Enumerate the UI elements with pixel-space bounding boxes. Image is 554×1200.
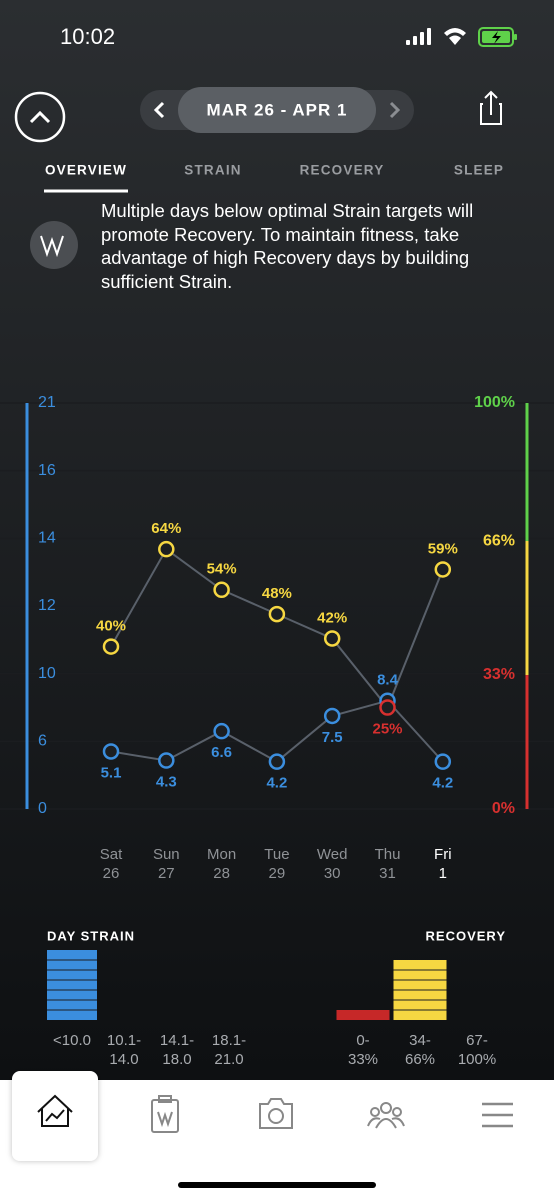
bin-label: 18.0 [162, 1051, 191, 1068]
distribution: DAY STRAIN RECOVERY <10.0 10.1- 14.0 14.1- 18.… [47, 928, 506, 1068]
x-tick-label: Fri [434, 846, 452, 863]
data-point [434, 753, 452, 770]
nav-menu[interactable] [482, 1102, 513, 1128]
bin-label: 21.0 [214, 1051, 243, 1068]
bin-label: 100% [458, 1051, 496, 1068]
tab[interactable]: SLEEP [454, 163, 504, 178]
data-point [379, 699, 396, 716]
data-label: 40% [96, 618, 126, 635]
x-tick-date: 27 [158, 865, 175, 882]
data-label: 4.2 [432, 775, 453, 792]
count-bar [336, 1010, 390, 1020]
y2-tick-label: 66% [483, 532, 515, 549]
data-label: 8.4 [377, 672, 399, 689]
data-point [268, 605, 286, 623]
data-label: 54% [207, 561, 237, 578]
prev-week[interactable] [153, 101, 165, 119]
bin-label: 0- [356, 1032, 369, 1049]
data-label: 48% [262, 585, 292, 602]
y-tick-label: 12 [38, 597, 56, 614]
bin-label: 18.1- [212, 1032, 246, 1049]
data-label: 42% [317, 609, 347, 626]
nav-camera[interactable] [259, 1098, 293, 1129]
count-bar [47, 950, 97, 1020]
data-point [213, 581, 230, 599]
x-tick-label: Tue [264, 846, 289, 863]
x-tick-date: 30 [324, 865, 341, 882]
nav-home[interactable] [37, 1094, 73, 1127]
chart: 0 6 10 12 14 16 21 0% 33% 66% 100% Sat 26 Sun 27 Mon 28 T… [0, 394, 554, 882]
y-tick-label: 14 [38, 530, 56, 547]
tab-bar: OVERVIEW STRAIN RECOVERY SLEEP [45, 163, 504, 178]
insight-icon [30, 221, 78, 269]
bin-label: 10.1- [107, 1032, 141, 1049]
tab[interactable]: OVERVIEW [45, 163, 127, 178]
y2-tick-label: 33% [483, 666, 515, 683]
y2-tick-label: 0% [492, 800, 515, 817]
background [0, 0, 554, 1080]
data-point [434, 561, 452, 578]
bin-label: 34- [409, 1032, 431, 1049]
x-tick-label: Mon [207, 846, 236, 863]
legend-title: RECOVERY [426, 928, 506, 943]
x-tick-label: Thu [375, 846, 401, 863]
bin-label: <10.0 [53, 1032, 91, 1049]
y-tick-label: 6 [38, 733, 47, 750]
data-point [268, 753, 286, 770]
x-tick-label: Sat [100, 846, 123, 863]
nav-journal[interactable] [151, 1095, 179, 1133]
x-tick-date: 28 [213, 865, 230, 882]
y2-tick-label: 100% [474, 394, 515, 411]
y-tick-label: 21 [38, 394, 56, 411]
data-point [213, 722, 230, 740]
data-label: 64% [151, 520, 181, 537]
date-pill[interactable] [178, 87, 376, 133]
share-button[interactable] [480, 90, 502, 125]
bin-label: 14.0 [109, 1051, 138, 1068]
data-point [323, 707, 341, 725]
data-label: 7.5 [322, 729, 343, 746]
legend-title: DAY STRAIN [47, 928, 135, 943]
insight-text: Multiple days below optimal Strain targe… [101, 200, 474, 292]
bin-label: 66% [405, 1051, 435, 1068]
y-tick-label: 16 [38, 462, 56, 479]
nav-teams[interactable] [367, 1102, 405, 1129]
data-label: 59% [428, 540, 458, 557]
data-label: 25% [372, 720, 402, 737]
x-tick-date: 31 [379, 865, 396, 882]
tab[interactable]: STRAIN [184, 163, 241, 178]
data-point [102, 638, 120, 655]
data-point [102, 743, 120, 760]
x-tick-date: 1 [439, 865, 447, 882]
y-tick-label: 10 [38, 665, 56, 682]
x-tick-date: 26 [103, 865, 120, 882]
status-time: 10:02 [60, 24, 115, 49]
tab[interactable]: RECOVERY [300, 163, 385, 178]
x-tick-label: Sun [153, 846, 180, 863]
date-range: MAR 26 - APR 1 [207, 100, 348, 119]
data-label: 4.3 [156, 773, 177, 790]
data-point [158, 540, 175, 558]
data-point [158, 752, 175, 769]
next-week[interactable] [389, 101, 401, 119]
x-tick-date: 29 [269, 865, 286, 882]
home-indicator [178, 1182, 376, 1188]
bin-label: 14.1- [160, 1032, 194, 1049]
status-icons [406, 27, 517, 47]
y-tick-label: 0 [38, 800, 47, 817]
data-label: 5.1 [101, 764, 122, 781]
data-point [323, 630, 341, 647]
bin-label: 33% [348, 1051, 378, 1068]
collapse-button[interactable] [14, 91, 66, 143]
x-tick-label: Wed [317, 846, 348, 863]
data-label: 4.2 [266, 775, 287, 792]
data-label: 6.6 [211, 744, 232, 761]
bin-label: 67- [466, 1032, 488, 1049]
